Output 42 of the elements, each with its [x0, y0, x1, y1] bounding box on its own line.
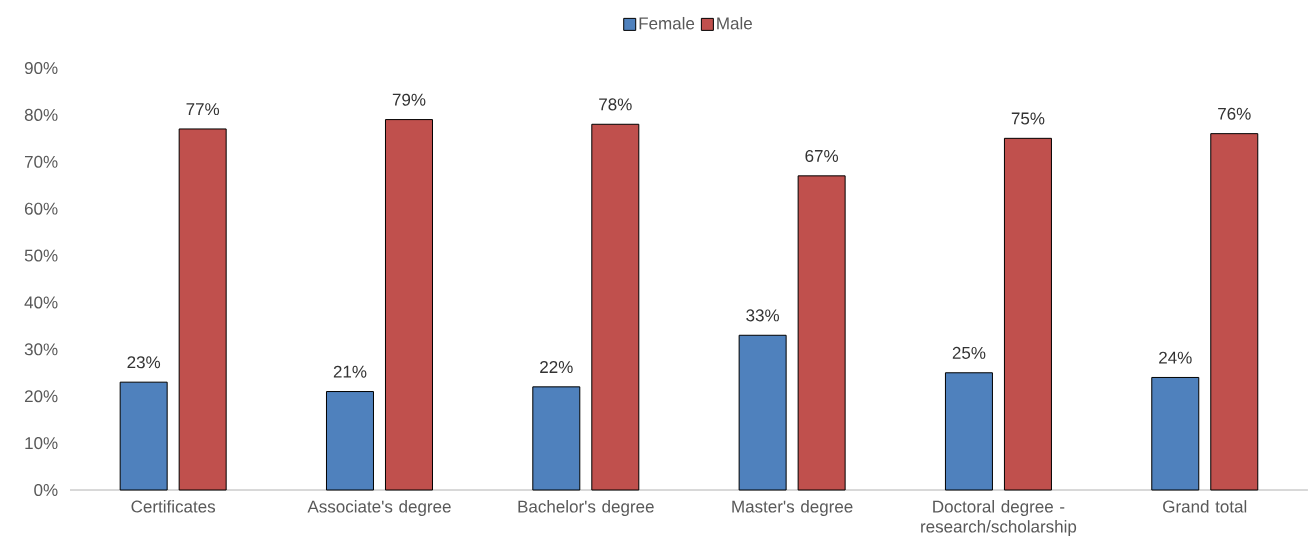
bar: [738, 334, 787, 491]
bar: [1210, 133, 1259, 491]
y-tick-label: 80%: [24, 108, 58, 121]
data-label: 75%: [1011, 112, 1045, 125]
y-tick-label: 20%: [24, 390, 58, 403]
bar: [797, 175, 846, 491]
bar: [591, 123, 640, 491]
data-label: 22%: [540, 361, 573, 373]
data-label: 77%: [186, 103, 220, 116]
data-label: 25%: [952, 346, 986, 359]
x-tick-label: Master's degree: [732, 500, 853, 516]
bar: [384, 119, 433, 491]
bar: [119, 381, 168, 491]
data-label: 33%: [746, 309, 780, 322]
y-tick-label: 60%: [24, 202, 58, 215]
y-tick-label: 50%: [24, 249, 58, 262]
y-tick-label: 70%: [24, 155, 58, 168]
bar: [325, 391, 374, 491]
bar: [944, 372, 993, 491]
y-tick-label: 10%: [25, 437, 58, 450]
x-tick-label: Certificates: [131, 500, 216, 513]
data-label: 78%: [599, 98, 632, 111]
legend-label: Female: [639, 16, 695, 30]
x-tick-label: Associate's degree: [307, 500, 451, 516]
data-label: 79%: [392, 93, 426, 106]
y-tick-label: 40%: [24, 296, 58, 309]
x-tick-label: Grand total: [1163, 500, 1247, 513]
legend-label: Male: [717, 16, 752, 30]
bar: [1003, 137, 1052, 491]
data-label: 24%: [1159, 351, 1192, 364]
bar: [178, 128, 227, 491]
x-tick-label: Doctoral degree - research/scholarship: [921, 500, 1077, 536]
bar: [1151, 376, 1200, 491]
y-tick-label: 30%: [24, 343, 58, 356]
data-label: 76%: [1218, 107, 1251, 120]
x-tick-label: Bachelor's degree: [518, 500, 654, 516]
data-label: 23%: [127, 356, 161, 369]
y-tick-label: 90%: [24, 61, 58, 75]
data-label: 67%: [805, 149, 839, 162]
y-tick-label: 0%: [34, 483, 58, 497]
data-label: 21%: [333, 365, 367, 378]
bar: [532, 386, 581, 491]
